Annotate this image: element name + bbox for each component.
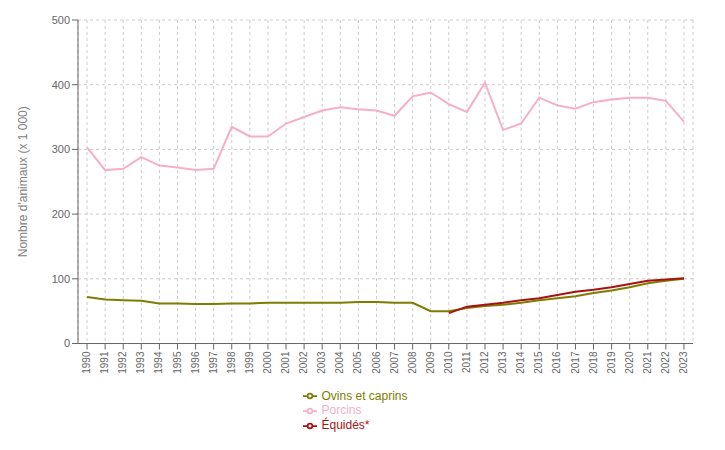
svg-text:1991: 1991 — [99, 351, 110, 374]
svg-text:2023: 2023 — [678, 351, 689, 374]
svg-text:2000: 2000 — [262, 351, 273, 374]
svg-text:1990: 1990 — [81, 351, 92, 374]
svg-text:2017: 2017 — [570, 351, 581, 374]
svg-text:2022: 2022 — [660, 351, 671, 374]
svg-text:1996: 1996 — [190, 351, 201, 374]
svg-text:2002: 2002 — [298, 351, 309, 374]
svg-text:2020: 2020 — [624, 351, 635, 374]
svg-text:2003: 2003 — [316, 351, 327, 374]
svg-text:200: 200 — [52, 208, 70, 220]
svg-text:2009: 2009 — [425, 351, 436, 374]
svg-text:2011: 2011 — [461, 351, 472, 373]
svg-text:2018: 2018 — [588, 351, 599, 374]
svg-text:500: 500 — [52, 14, 70, 26]
svg-text:1992: 1992 — [117, 351, 128, 374]
svg-text:2016: 2016 — [551, 351, 562, 374]
svg-text:1999: 1999 — [244, 351, 255, 374]
svg-text:400: 400 — [52, 79, 70, 91]
html-text:Équidés*: Équidés* — [321, 418, 370, 433]
svg-text:2015: 2015 — [533, 351, 544, 374]
svg-text:2008: 2008 — [407, 351, 418, 374]
svg-text:2012: 2012 — [479, 351, 490, 374]
svg-text:2005: 2005 — [352, 351, 363, 374]
html-text:Ovins et caprins: Ovins et caprins — [321, 388, 408, 403]
svg-text:2004: 2004 — [334, 351, 345, 374]
svg-text:1998: 1998 — [226, 351, 237, 374]
svg-text:1994: 1994 — [153, 351, 164, 374]
svg-text:2007: 2007 — [389, 351, 400, 374]
svg-text:300: 300 — [52, 143, 70, 155]
svg-text:2001: 2001 — [280, 351, 291, 374]
svg-text:2010: 2010 — [443, 351, 454, 374]
svg-text:2021: 2021 — [642, 351, 653, 374]
svg-text:2006: 2006 — [371, 351, 382, 374]
svg-text:0: 0 — [64, 337, 70, 349]
svg-text:1993: 1993 — [135, 351, 146, 374]
svg-text:100: 100 — [52, 273, 70, 285]
svg-text:2014: 2014 — [515, 351, 526, 374]
html-text:Porcins: Porcins — [321, 403, 362, 418]
svg-text:2013: 2013 — [497, 351, 508, 374]
svg-text:2019: 2019 — [606, 351, 617, 374]
svg-text:1997: 1997 — [208, 351, 219, 374]
svg-text:1995: 1995 — [172, 351, 183, 374]
svg-text:Nombre d'animaux (x 1 000): Nombre d'animaux (x 1 000) — [16, 106, 30, 257]
